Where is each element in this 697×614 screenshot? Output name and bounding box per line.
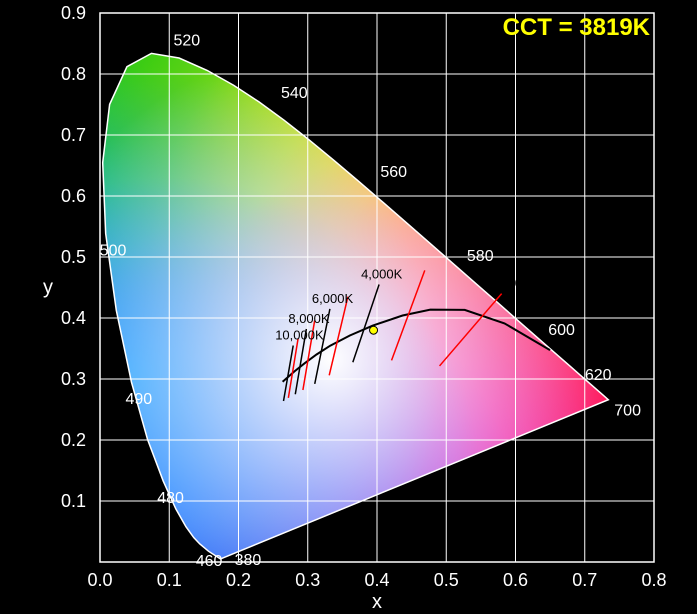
y-tick-label: 0.4 (61, 308, 86, 328)
isotherm-label: 2,000K (484, 276, 526, 291)
x-tick-label: 0.7 (572, 570, 597, 590)
wavelength-label: 540 (281, 85, 308, 102)
y-axis-label: y (43, 277, 53, 299)
y-tick-label: 0.6 (61, 186, 86, 206)
wavelength-label: 580 (467, 248, 494, 265)
isotherm-label: 6,000K (312, 291, 354, 306)
x-tick-label: 0.2 (226, 570, 251, 590)
x-tick-label: 0.0 (87, 570, 112, 590)
x-tick-label: 0.1 (157, 570, 182, 590)
y-tick-label: 0.3 (61, 369, 86, 389)
wavelength-label: 600 (548, 322, 575, 339)
x-tick-label: 0.4 (364, 570, 389, 590)
cie-chromaticity-diagram: 380 460 480 490 500 520 540 560 580 600 620 700 2,00… (0, 0, 697, 614)
wavelength-label: 490 (125, 391, 152, 408)
x-axis-label: x (372, 591, 382, 613)
cct-readout: CCT = 3819K (503, 14, 651, 41)
wavelength-label: 560 (380, 164, 407, 181)
wavelength-label: 700 (614, 403, 641, 420)
y-tick-label: 0.2 (61, 430, 86, 450)
measured-point (370, 326, 378, 334)
wavelength-label: 480 (157, 490, 184, 507)
wavelength-label: 520 (173, 32, 200, 49)
wavelength-label: 460 (196, 553, 223, 570)
y-tick-label: 0.7 (61, 125, 86, 145)
isotherm-label: 10,000K (275, 327, 324, 342)
y-tick-label: 0.1 (61, 491, 86, 511)
wavelength-label: 380 (235, 552, 262, 569)
x-tick-label: 0.3 (295, 570, 320, 590)
y-tick-label: 0.9 (61, 3, 86, 23)
wavelength-label: 500 (100, 243, 127, 260)
x-tick-label: 0.5 (434, 570, 459, 590)
isotherm-label: 8,000K (288, 311, 330, 326)
y-tick-label: 0.8 (61, 64, 86, 84)
y-tick-label: 0.5 (61, 247, 86, 267)
isotherm-label: 4,000K (361, 266, 403, 281)
wavelength-label: 620 (585, 367, 612, 384)
x-tick-label: 0.6 (503, 570, 528, 590)
x-tick-label: 0.8 (641, 570, 666, 590)
